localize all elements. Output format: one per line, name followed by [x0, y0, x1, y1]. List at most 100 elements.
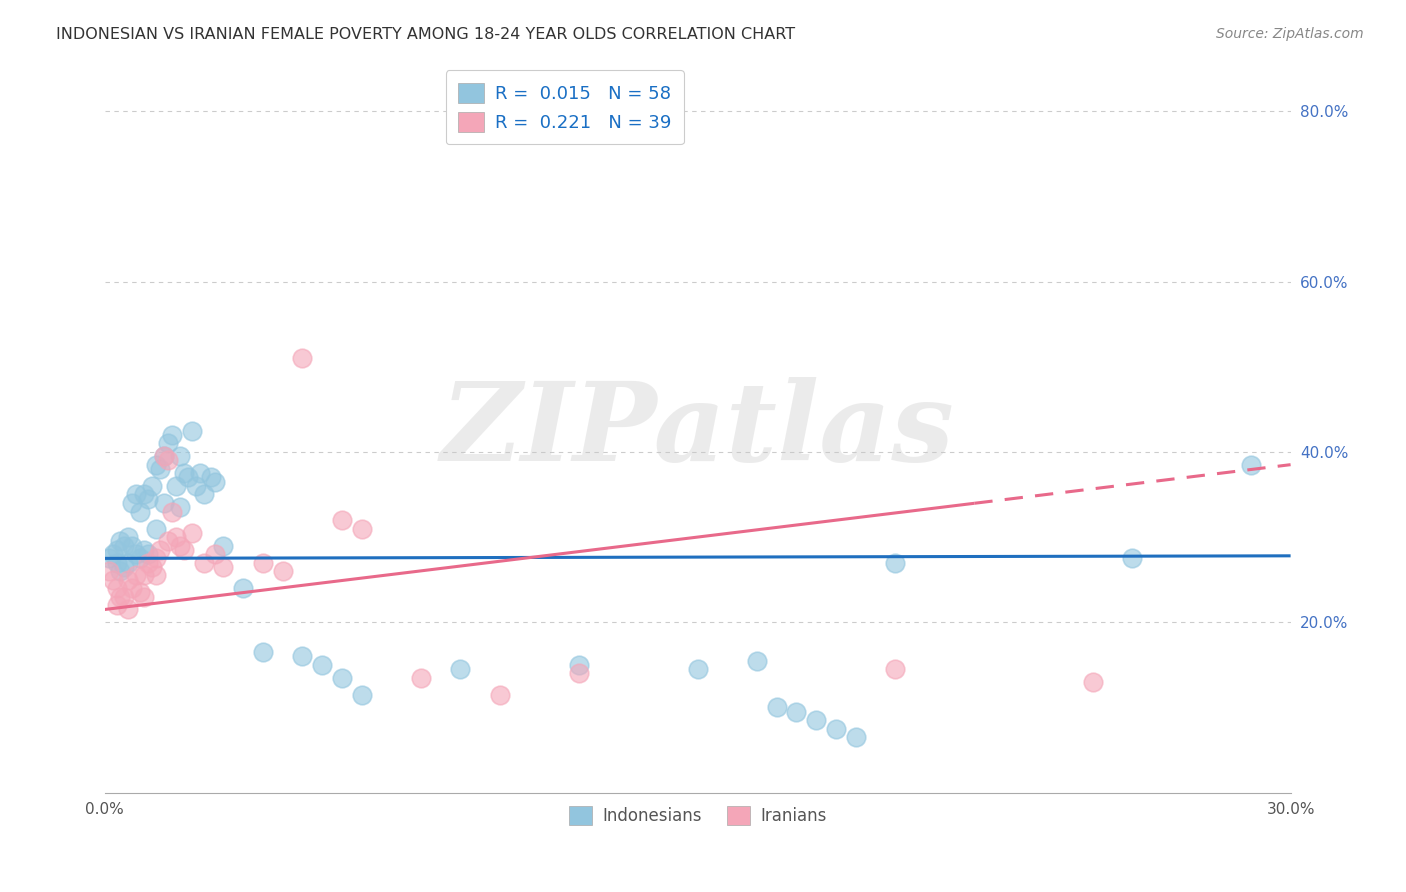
Point	[568, 657, 591, 672]
Point	[291, 351, 314, 366]
Point	[350, 688, 373, 702]
Point	[110, 590, 132, 604]
Legend: Indonesians, Iranians: Indonesians, Iranians	[558, 797, 837, 835]
Point	[330, 671, 353, 685]
Point	[160, 504, 183, 518]
Point	[134, 568, 156, 582]
Point	[160, 427, 183, 442]
Point	[145, 522, 167, 536]
Point	[125, 487, 148, 501]
Point	[785, 705, 807, 719]
Point	[114, 590, 136, 604]
Point	[136, 556, 159, 570]
Point	[165, 479, 187, 493]
Point	[1121, 551, 1143, 566]
Point	[136, 547, 159, 561]
Point	[117, 573, 139, 587]
Point	[125, 568, 148, 582]
Point	[765, 700, 787, 714]
Point	[291, 649, 314, 664]
Point	[121, 581, 143, 595]
Point	[449, 662, 471, 676]
Point	[188, 466, 211, 480]
Point	[180, 424, 202, 438]
Point	[686, 662, 709, 676]
Point	[200, 470, 222, 484]
Point	[311, 657, 333, 672]
Point	[252, 645, 274, 659]
Point	[117, 530, 139, 544]
Point	[156, 534, 179, 549]
Point	[117, 556, 139, 570]
Point	[825, 722, 848, 736]
Point	[121, 539, 143, 553]
Point	[141, 479, 163, 493]
Point	[121, 496, 143, 510]
Point	[97, 551, 120, 566]
Text: Source: ZipAtlas.com: Source: ZipAtlas.com	[1216, 27, 1364, 41]
Point	[129, 551, 152, 566]
Point	[884, 556, 907, 570]
Point	[105, 581, 128, 595]
Point	[114, 539, 136, 553]
Point	[101, 547, 124, 561]
Point	[110, 534, 132, 549]
Point	[193, 487, 215, 501]
Point	[845, 731, 868, 745]
Point	[409, 671, 432, 685]
Point	[153, 496, 176, 510]
Point	[204, 475, 226, 489]
Point	[568, 666, 591, 681]
Point	[97, 564, 120, 578]
Point	[212, 539, 235, 553]
Text: ZIPatlas: ZIPatlas	[440, 376, 955, 484]
Point	[350, 522, 373, 536]
Point	[330, 513, 353, 527]
Point	[169, 449, 191, 463]
Point	[156, 436, 179, 450]
Point	[271, 564, 294, 578]
Point	[105, 542, 128, 557]
Point	[169, 500, 191, 515]
Point	[134, 542, 156, 557]
Point	[1081, 674, 1104, 689]
Point	[884, 662, 907, 676]
Point	[134, 487, 156, 501]
Point	[149, 462, 172, 476]
Point	[232, 581, 254, 595]
Point	[1240, 458, 1263, 472]
Point	[125, 547, 148, 561]
Point	[153, 449, 176, 463]
Point	[134, 590, 156, 604]
Point	[110, 564, 132, 578]
Point	[806, 713, 828, 727]
Point	[745, 654, 768, 668]
Point	[129, 504, 152, 518]
Point	[252, 556, 274, 570]
Point	[180, 525, 202, 540]
Point	[145, 551, 167, 566]
Point	[204, 547, 226, 561]
Point	[193, 556, 215, 570]
Point	[101, 573, 124, 587]
Point	[165, 530, 187, 544]
Point	[117, 602, 139, 616]
Point	[156, 453, 179, 467]
Point	[141, 560, 163, 574]
Point	[169, 539, 191, 553]
Point	[173, 466, 195, 480]
Point	[105, 556, 128, 570]
Point	[149, 542, 172, 557]
Point	[153, 449, 176, 463]
Point	[145, 568, 167, 582]
Point	[176, 470, 198, 484]
Point	[129, 585, 152, 599]
Point	[184, 479, 207, 493]
Text: INDONESIAN VS IRANIAN FEMALE POVERTY AMONG 18-24 YEAR OLDS CORRELATION CHART: INDONESIAN VS IRANIAN FEMALE POVERTY AMO…	[56, 27, 796, 42]
Point	[212, 560, 235, 574]
Point	[173, 542, 195, 557]
Point	[145, 458, 167, 472]
Point	[489, 688, 512, 702]
Point	[136, 491, 159, 506]
Point	[114, 560, 136, 574]
